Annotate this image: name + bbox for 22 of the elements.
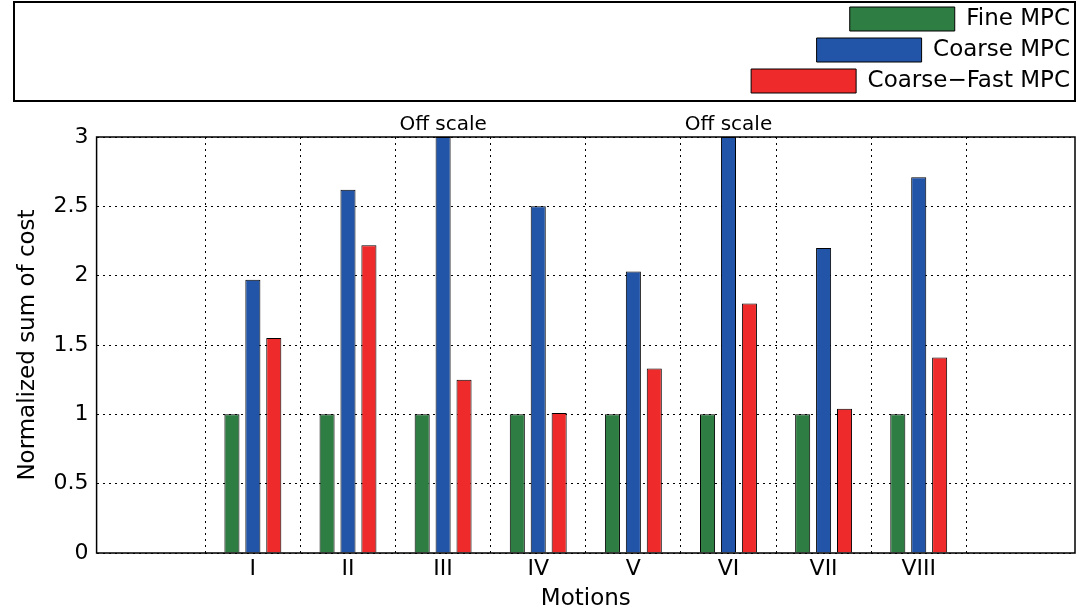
y-tick-label: 1.5 [53, 330, 89, 356]
y-axis-title: Normalized sum of cost [12, 209, 39, 481]
x-axis-title: Motions [540, 584, 631, 611]
x-tick-label: VIII [901, 554, 936, 580]
x-tick-label: V [625, 554, 641, 580]
x-tick-label: IV [527, 554, 550, 580]
x-tick-label: III [433, 554, 453, 580]
x-tick-label: VII [809, 554, 838, 580]
y-tick-label: 2.5 [53, 192, 89, 218]
y-tick-label: 0 [74, 538, 89, 564]
y-tick-label: 2 [74, 261, 89, 287]
x-tick-label: II [341, 554, 355, 580]
legend-label: Fine MPC [966, 3, 1071, 30]
y-tick-label: 1 [74, 400, 89, 426]
x-tick-label: I [249, 554, 257, 580]
y-tick-label: 3 [74, 122, 89, 148]
annotation: Off scale [684, 111, 773, 136]
legend-label: Coarse−Fast MPC [867, 65, 1071, 92]
annotation: Off scale [399, 111, 487, 136]
x-tick-label: VI [717, 554, 740, 580]
legend-label: Coarse MPC [933, 34, 1071, 61]
y-tick-label: 0.5 [53, 469, 89, 495]
